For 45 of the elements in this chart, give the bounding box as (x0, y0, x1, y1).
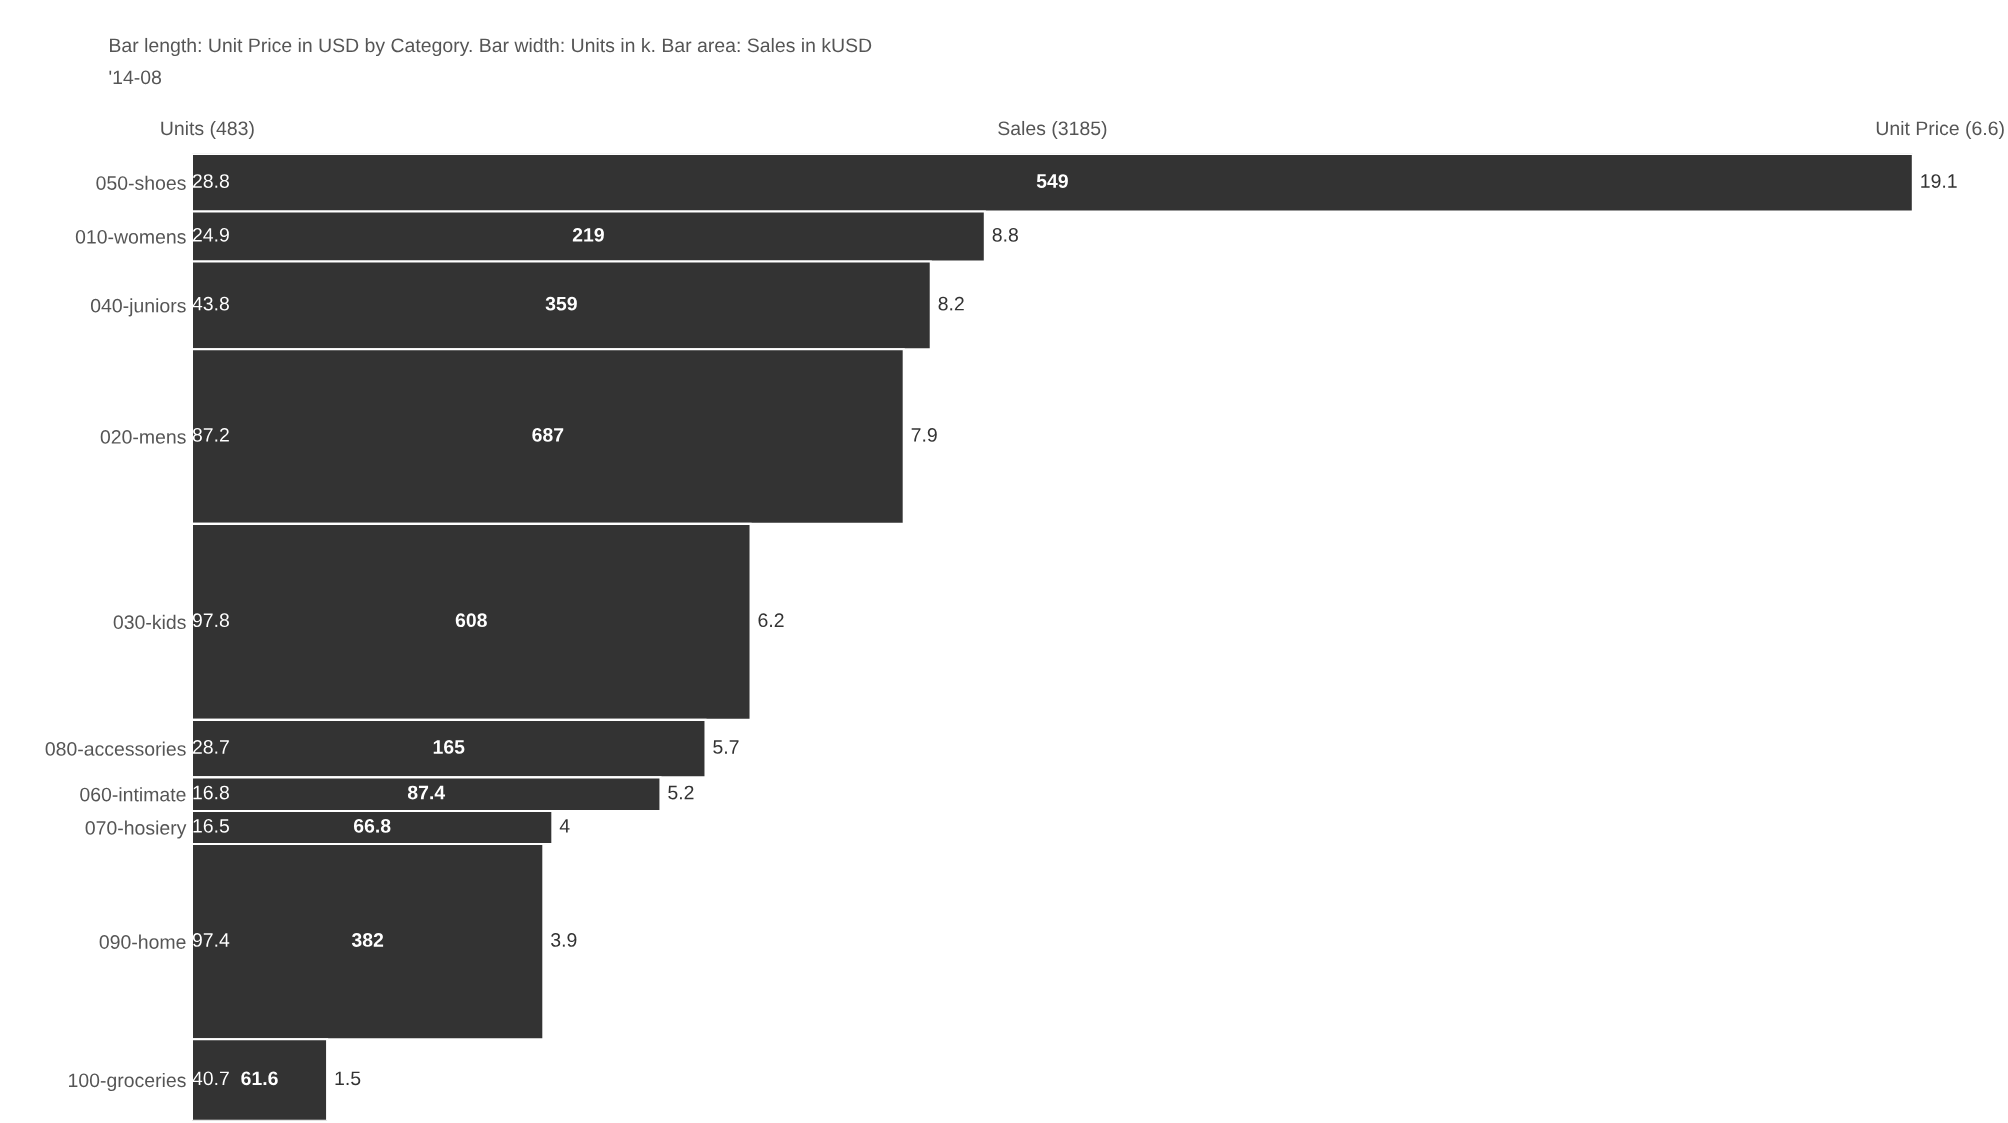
annotation: 24.9 (192, 227, 229, 242)
data-label: 5.7 (713, 740, 739, 754)
y-tick-label: 050-shoes (96, 175, 186, 190)
annotation: 165 (433, 740, 465, 754)
data-label: 1.5 (335, 1071, 361, 1086)
annotation: 97.8 (192, 613, 229, 628)
annotation: 28.8 (192, 174, 229, 188)
y-tick-label: 080-accessories (45, 741, 186, 756)
annotation: 16.8 (193, 785, 229, 800)
y-tick-label: 070-hosiery (85, 820, 187, 839)
chart-subtitle: '14-08 (109, 70, 162, 85)
annotation: 359 (545, 296, 577, 311)
annotation: 87.4 (407, 785, 446, 800)
annotation: 549 (1036, 174, 1068, 188)
annotation: 219 (572, 227, 604, 242)
annotation: 87.2 (192, 428, 229, 442)
annotation: 97.4 (192, 933, 230, 947)
annotation: Sales (3185) (998, 120, 1107, 140)
annotation: Unit Price (6.6) (1876, 120, 2004, 140)
chart-title: Bar length: Unit Price in USD by Category. Bar width: Units in k. Bar area: Sales in kUSD (110, 37, 872, 57)
data-label: 8.8 (992, 227, 1018, 242)
data-label: 19.1 (1921, 174, 1957, 188)
annotation: Units (483) (161, 120, 254, 140)
data-label: 5.2 (668, 785, 694, 800)
y-tick-label: 040-juniors (90, 298, 186, 317)
y-tick-label: 030-kids (113, 614, 186, 630)
annotation: 43.8 (192, 296, 229, 311)
annotation: 66.8 (353, 818, 391, 833)
annotation: 382 (351, 933, 384, 947)
data-label: 6.2 (758, 613, 784, 628)
y-tick-label: 020-mens (100, 430, 186, 444)
y-tick-label: 090-home (99, 934, 186, 949)
data-label: 7.9 (911, 428, 937, 442)
data-label: 8.2 (938, 296, 964, 311)
data-label: 4 (559, 819, 570, 833)
data-label: 3.9 (551, 933, 577, 947)
annotation: 28.7 (192, 740, 229, 754)
annotation: 608 (455, 613, 487, 628)
y-tick-label: 010-womens (75, 229, 186, 244)
annotation: 61.6 (241, 1071, 278, 1086)
annotation: 16.5 (193, 818, 229, 833)
annotation: 687 (532, 428, 564, 442)
annotation: 40.7 (192, 1071, 229, 1086)
y-tick-label: 100-groceries (69, 1072, 186, 1092)
y-tick-label: 060-intimate (80, 787, 186, 802)
